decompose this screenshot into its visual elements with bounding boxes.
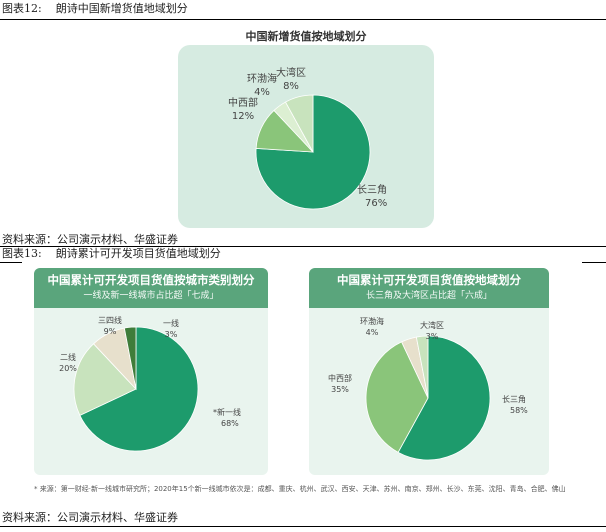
pie1-value-label-2: 4%	[254, 87, 270, 98]
pie1-category-label-2: 环渤海	[247, 72, 277, 85]
pie2-value-label-2: 9%	[104, 327, 117, 336]
pie1-category-label-3: 大湾区	[276, 66, 306, 79]
pie3-subtitle: 长三角及大湾区占比超「六成」	[365, 291, 492, 301]
figure-13-caption: 图表13: 朗诗累计可开发项目货值地域划分	[2, 247, 606, 261]
pie2-slice-0	[79, 326, 199, 452]
source-note-1: 资料来源：公司演示材料、华盛证券	[2, 233, 178, 246]
pie1-slice-3	[284, 94, 314, 153]
pie3-category-label-3: 大湾区	[420, 320, 444, 330]
pie2-title: 中国累计可开发项目货值按城市类别划分	[47, 273, 255, 287]
caption-rule-bottom	[0, 526, 606, 527]
pie2-subtitle: 一线及新一线城市占比超「七成」	[83, 291, 219, 301]
pie3-category-label-2: 环渤海	[360, 316, 384, 326]
pie3-value-label-1: 35%	[331, 385, 349, 394]
pie2-category-label-0: *新一线	[213, 407, 241, 417]
pie2-category-label-1: 二线	[60, 352, 76, 362]
pie3-value-label-3: 3%	[426, 332, 439, 341]
pie1-category-label-1: 中西部	[228, 96, 258, 109]
pie3-slice-3	[415, 335, 429, 399]
pie2-category-label-3: 一线	[163, 318, 179, 328]
figure-12-title: 朗诗中国新增货值地域划分	[55, 2, 188, 15]
footnote: * 来源：第一财经·新一线城市研究所；2020年15个新一线城市依次是：成都、重…	[34, 485, 566, 493]
pie2-slice-3	[123, 326, 137, 390]
pie2-value-label-1: 20%	[59, 364, 77, 373]
pie1-value-label-3: 8%	[283, 81, 299, 92]
pie2-value-label-3: 3%	[165, 330, 178, 339]
pie2-header: 中国累计可开发项目货值按城市类别划分 一线及新一线城市占比超「七成」	[34, 268, 268, 308]
pie1-category-label-0: 长三角	[357, 184, 387, 196]
pie3-value-label-0: 58%	[510, 406, 528, 415]
pie3-slice-1	[365, 341, 429, 453]
pie2-value-label-0: 68%	[221, 419, 239, 428]
pie2-slice-1	[73, 343, 137, 416]
pie3-header: 中国累计可开发项目货值按地域划分 长三角及大湾区占比超「六成」	[309, 268, 549, 308]
caption-rule-mid	[0, 246, 606, 247]
pie3-category-label-0: 长三角	[502, 394, 526, 404]
figure-12-label: 图表12:	[2, 2, 42, 15]
figure-13-label: 图表13:	[2, 247, 42, 260]
pie3-category-label-1: 中西部	[328, 373, 352, 383]
pie1-value-label-1: 12%	[232, 111, 254, 122]
pie2-category-label-2: 三四线	[98, 315, 122, 325]
pie1-value-label-0: 76%	[365, 198, 387, 209]
pie3-slice-0	[397, 335, 491, 461]
source-note-2: 资料来源：公司演示材料、华盛证券	[2, 511, 178, 524]
pie3-title: 中国累计可开发项目货值按地域划分	[337, 273, 521, 287]
pie1-title: 中国新增货值按地域划分	[245, 30, 367, 43]
pie3-value-label-2: 4%	[366, 328, 379, 337]
caption-rule-top	[0, 19, 606, 20]
figure-13-title: 朗诗累计可开发项目货值地域划分	[55, 247, 221, 260]
figure-12-caption: 图表12: 朗诗中国新增货值地域划分	[2, 2, 606, 16]
